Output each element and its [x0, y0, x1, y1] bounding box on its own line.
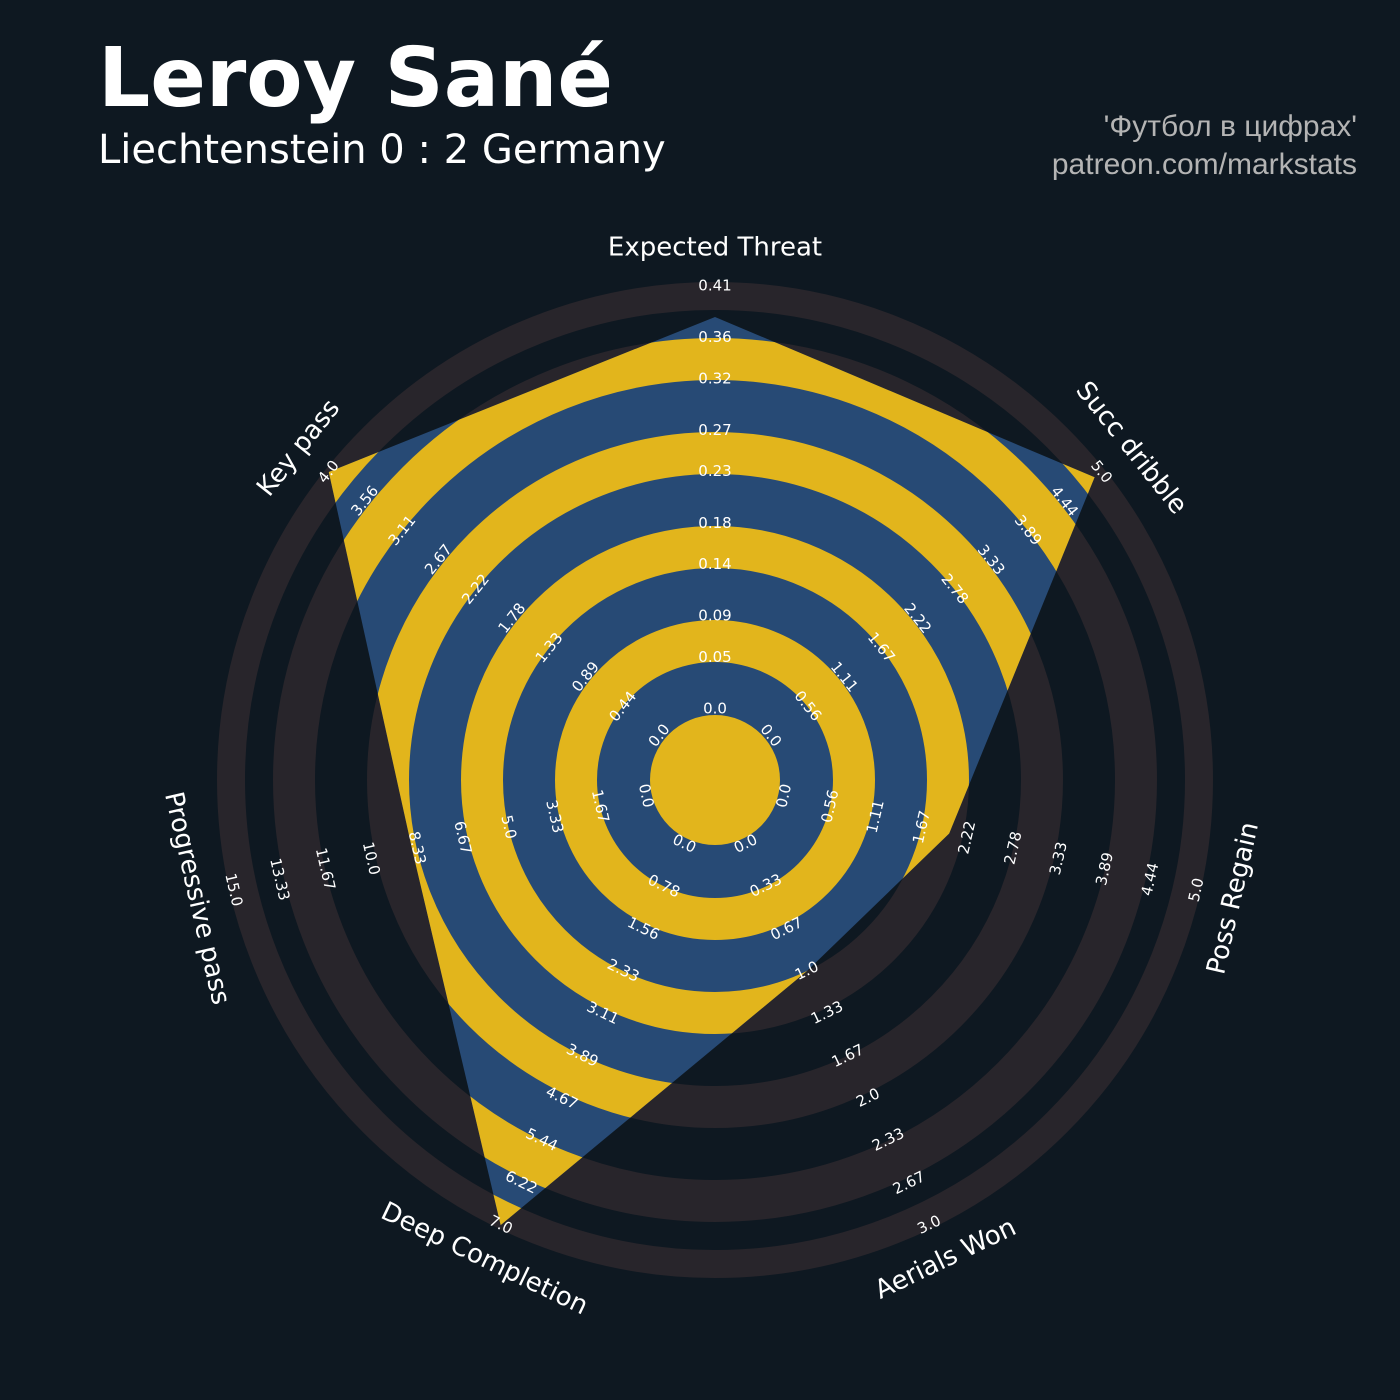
tick-label: 0.36	[698, 328, 731, 346]
tick-label: 0.05	[698, 648, 731, 666]
tick-label: 0.0	[635, 782, 658, 809]
tick-label: 0.09	[698, 607, 731, 625]
tick-label: 0.0	[772, 782, 795, 809]
ring	[461, 526, 969, 1034]
ring	[217, 282, 1213, 1278]
ring	[555, 620, 875, 940]
tick-label: 0.23	[698, 462, 731, 480]
center-disc	[650, 715, 780, 845]
chart-title: Leroy Sané	[98, 31, 613, 126]
credit: patreon.com/markstats	[1052, 148, 1357, 181]
tick-label: 5.0	[497, 813, 520, 840]
tick-label: 0.41	[698, 277, 731, 295]
tick-label: 0.27	[698, 421, 731, 439]
tick-label: 0.14	[698, 555, 731, 573]
tick-label: 0.0	[703, 700, 727, 718]
axis-label: Expected Threat	[608, 233, 822, 263]
tick-label: 0.18	[698, 514, 731, 532]
tick-label: 0.32	[698, 369, 731, 387]
chart-subtitle: Liechtenstein 0 : 2 Germany	[98, 127, 666, 173]
tick-label: 5.0	[1185, 876, 1208, 903]
credit: 'Футбол в цифрах'	[1104, 110, 1357, 143]
